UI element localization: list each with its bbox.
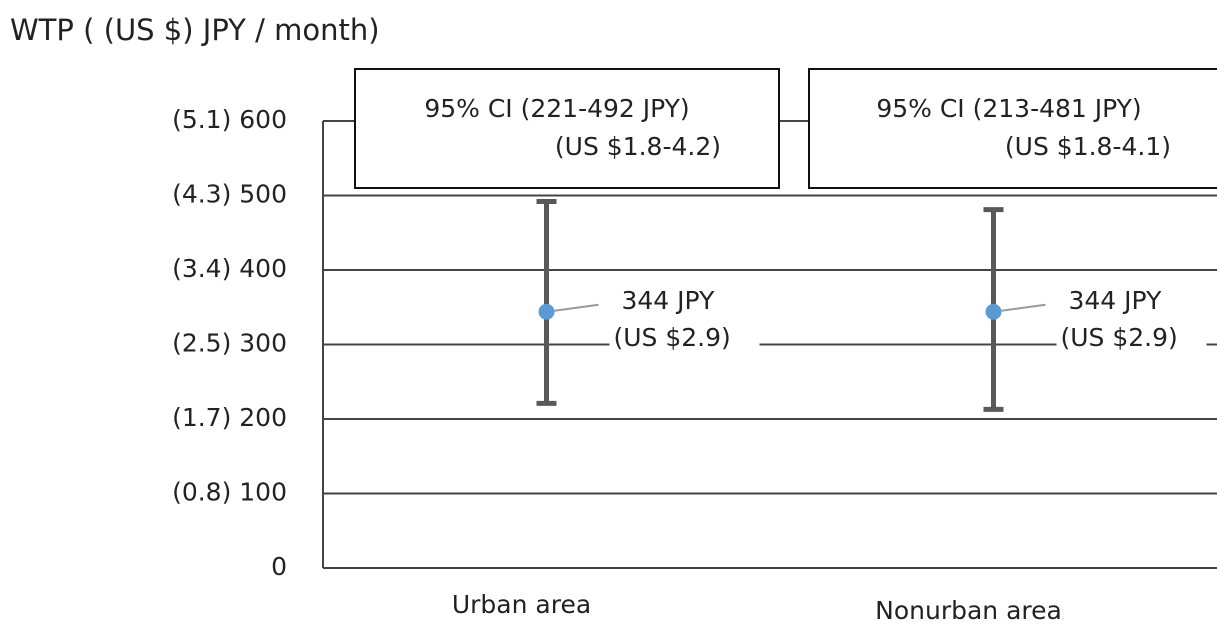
value-label: (US $2.9) xyxy=(614,323,731,352)
y-tick-label: (0.8) 100 xyxy=(172,478,287,507)
y-tick-label: (2.5) 300 xyxy=(172,329,287,358)
ci-label: 95% CI (221-492 JPY) xyxy=(424,94,689,123)
y-tick-label: 0 xyxy=(271,552,287,581)
value-label: 344 JPY xyxy=(1069,286,1163,315)
x-tick-label: Nonurban area xyxy=(875,596,1062,625)
leader-line xyxy=(554,303,599,312)
chart-title: WTP ( (US $) JPY / month) xyxy=(10,13,380,47)
ci-label: (US $1.8-4.1) xyxy=(1005,132,1171,161)
y-tick-label: (3.4) 400 xyxy=(172,254,287,283)
value-label: (US $2.9) xyxy=(1061,323,1178,352)
y-tick-label: (4.3) 500 xyxy=(172,180,287,209)
point xyxy=(538,303,555,320)
ci-label: 95% CI (213-481 JPY) xyxy=(876,94,1141,123)
ci-box xyxy=(808,68,1217,189)
label-bg xyxy=(609,285,760,357)
y-tick-label: (5.1) 600 xyxy=(172,105,287,134)
value-label: 344 JPY xyxy=(622,286,716,315)
ci-box xyxy=(354,68,780,189)
ci-label: (US $1.8-4.2) xyxy=(555,132,721,161)
y-tick-label: (1.7) 200 xyxy=(172,403,287,432)
label-bg xyxy=(1056,285,1207,357)
leader-line xyxy=(1001,303,1046,312)
point xyxy=(985,303,1002,320)
x-tick-label: Urban area xyxy=(452,590,591,619)
